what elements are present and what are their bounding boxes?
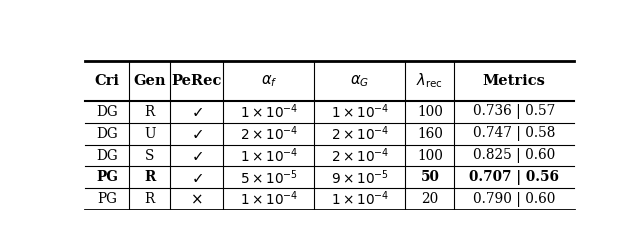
Text: R: R — [145, 192, 155, 206]
Text: $1\times10^{-4}$: $1\times10^{-4}$ — [239, 146, 298, 165]
Text: DG: DG — [96, 148, 118, 163]
Text: $\alpha_f$: $\alpha_f$ — [260, 73, 277, 89]
Text: 0.736 | 0.57: 0.736 | 0.57 — [473, 104, 555, 119]
Text: 20: 20 — [421, 192, 438, 206]
Text: PeRec: PeRec — [172, 74, 222, 88]
Text: 160: 160 — [417, 127, 443, 141]
Text: $\alpha_G$: $\alpha_G$ — [350, 73, 369, 89]
Text: 0.825 | 0.60: 0.825 | 0.60 — [473, 148, 555, 163]
Text: $\times$: $\times$ — [191, 192, 203, 207]
Text: $\lambda_{\rm rec}$: $\lambda_{\rm rec}$ — [417, 72, 444, 90]
Text: $1\times10^{-4}$: $1\times10^{-4}$ — [239, 190, 298, 208]
Text: S: S — [145, 148, 154, 163]
Text: Cri: Cri — [95, 74, 120, 88]
Text: 50: 50 — [420, 170, 439, 184]
Text: $\checkmark$: $\checkmark$ — [191, 148, 203, 163]
Text: $\checkmark$: $\checkmark$ — [191, 126, 203, 141]
Text: $\checkmark$: $\checkmark$ — [191, 104, 203, 119]
Text: Metrics: Metrics — [483, 74, 545, 88]
Text: Gen: Gen — [134, 74, 166, 88]
Text: R: R — [144, 170, 156, 184]
Text: $5\times10^{-5}$: $5\times10^{-5}$ — [240, 168, 298, 187]
Text: 0.707 | 0.56: 0.707 | 0.56 — [469, 170, 559, 185]
Text: 100: 100 — [417, 105, 443, 119]
Text: $2\times10^{-4}$: $2\times10^{-4}$ — [239, 124, 298, 143]
Text: $1\times10^{-4}$: $1\times10^{-4}$ — [331, 190, 389, 208]
Text: $\checkmark$: $\checkmark$ — [191, 170, 203, 185]
Text: PG: PG — [97, 192, 117, 206]
Text: $2\times10^{-4}$: $2\times10^{-4}$ — [331, 146, 389, 165]
Text: 0.790 | 0.60: 0.790 | 0.60 — [473, 192, 555, 207]
Text: DG: DG — [96, 105, 118, 119]
Text: 100: 100 — [417, 148, 443, 163]
Text: R: R — [145, 105, 155, 119]
Text: $1\times10^{-4}$: $1\times10^{-4}$ — [331, 103, 389, 121]
Text: U: U — [144, 127, 156, 141]
Text: $1\times10^{-4}$: $1\times10^{-4}$ — [239, 103, 298, 121]
Text: DG: DG — [96, 127, 118, 141]
Text: $2\times10^{-4}$: $2\times10^{-4}$ — [331, 124, 389, 143]
Text: $9\times10^{-5}$: $9\times10^{-5}$ — [331, 168, 389, 187]
Text: 0.747 | 0.58: 0.747 | 0.58 — [473, 126, 555, 141]
Text: PG: PG — [96, 170, 118, 184]
